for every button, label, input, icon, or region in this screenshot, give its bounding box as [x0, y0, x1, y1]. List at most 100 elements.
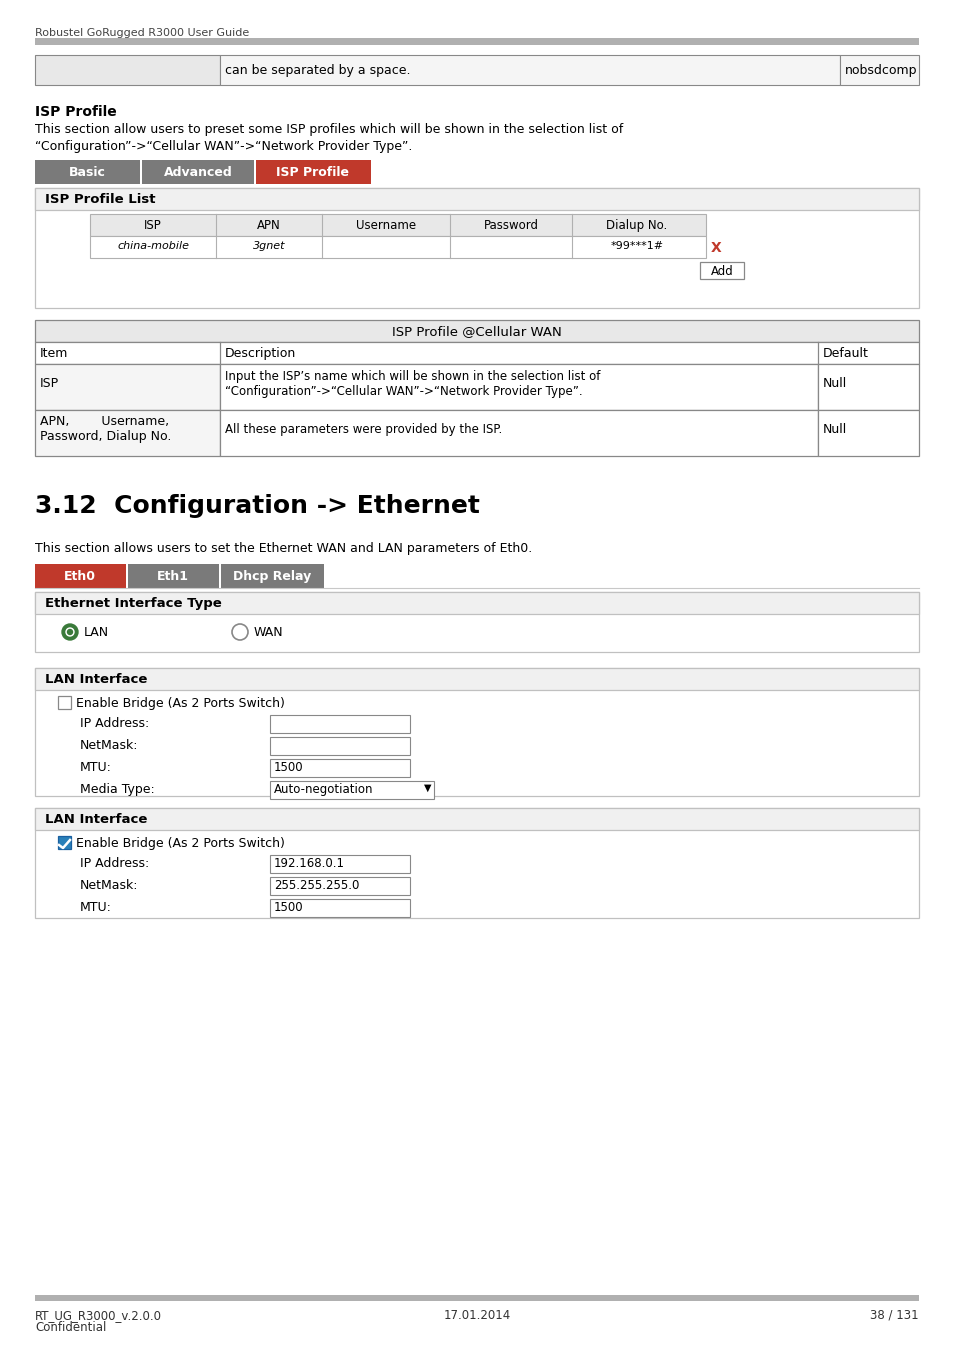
- Bar: [220, 410, 817, 456]
- Circle shape: [68, 629, 72, 634]
- Bar: [220, 55, 840, 85]
- Bar: [35, 55, 220, 85]
- Bar: [35, 668, 918, 796]
- Text: 38 / 131: 38 / 131: [869, 1310, 918, 1322]
- Bar: [35, 564, 126, 589]
- Text: Enable Bridge (As 2 Ports Switch): Enable Bridge (As 2 Ports Switch): [76, 837, 285, 850]
- Text: MTU:: MTU:: [80, 761, 112, 774]
- Text: WAN: WAN: [253, 626, 283, 639]
- Text: 3.12  Configuration -> Ethernet: 3.12 Configuration -> Ethernet: [35, 494, 479, 518]
- Text: Media Type:: Media Type:: [80, 783, 154, 796]
- Text: ISP Profile @Cellular WAN: ISP Profile @Cellular WAN: [392, 325, 561, 338]
- Text: 17.01.2014: 17.01.2014: [443, 1310, 510, 1322]
- Bar: [35, 320, 918, 342]
- Bar: [270, 716, 410, 733]
- Text: Null: Null: [822, 377, 846, 390]
- Bar: [35, 161, 140, 184]
- Text: 1500: 1500: [274, 761, 303, 774]
- Text: APN,        Username,: APN, Username,: [40, 414, 169, 428]
- Bar: [270, 855, 410, 873]
- Text: Enable Bridge (As 2 Ports Switch): Enable Bridge (As 2 Ports Switch): [76, 697, 285, 710]
- Bar: [35, 809, 918, 918]
- Text: X: X: [710, 242, 720, 255]
- Bar: [35, 38, 918, 45]
- Text: Username: Username: [355, 219, 416, 232]
- Text: This section allows users to set the Ethernet WAN and LAN parameters of Eth0.: This section allows users to set the Eth…: [35, 541, 532, 555]
- Text: Eth1: Eth1: [157, 570, 189, 583]
- Bar: [35, 188, 918, 308]
- Text: Eth0: Eth0: [64, 570, 96, 583]
- Bar: [90, 236, 705, 258]
- Bar: [35, 342, 918, 365]
- Text: MTU:: MTU:: [80, 900, 112, 914]
- Bar: [270, 737, 410, 755]
- Bar: [220, 364, 817, 410]
- Text: Item: Item: [40, 347, 69, 360]
- Text: ▼: ▼: [423, 783, 431, 792]
- Text: APN: APN: [257, 219, 280, 232]
- Bar: [35, 593, 918, 614]
- Text: Advanced: Advanced: [164, 166, 233, 180]
- Text: All these parameters were provided by the ISP.: All these parameters were provided by th…: [225, 423, 501, 436]
- Bar: [817, 410, 918, 456]
- Text: ISP Profile: ISP Profile: [35, 105, 116, 119]
- Text: ISP Profile List: ISP Profile List: [45, 193, 155, 207]
- Text: Input the ISP’s name which will be shown in the selection list of: Input the ISP’s name which will be shown…: [225, 370, 599, 383]
- Text: china-mobile: china-mobile: [117, 242, 189, 251]
- Text: 1500: 1500: [274, 900, 303, 914]
- Text: Description: Description: [225, 347, 296, 360]
- Text: Password: Password: [483, 219, 537, 232]
- Bar: [35, 593, 918, 652]
- Text: Confidential: Confidential: [35, 1322, 107, 1334]
- Bar: [35, 809, 918, 830]
- Bar: [270, 759, 410, 778]
- Bar: [90, 215, 705, 236]
- Bar: [35, 668, 918, 690]
- Text: NetMask:: NetMask:: [80, 738, 138, 752]
- Text: Auto-negotiation: Auto-negotiation: [274, 783, 374, 796]
- Text: 192.168.0.1: 192.168.0.1: [274, 857, 345, 869]
- Text: *99***1#: *99***1#: [610, 242, 663, 251]
- Text: “Configuration”->“Cellular WAN”->“Network Provider Type”.: “Configuration”->“Cellular WAN”->“Networ…: [35, 140, 412, 153]
- Text: “Configuration”->“Cellular WAN”->“Network Provider Type”.: “Configuration”->“Cellular WAN”->“Networ…: [225, 385, 582, 398]
- Text: Add: Add: [710, 265, 733, 278]
- Bar: [35, 410, 220, 456]
- Text: This section allow users to preset some ISP profiles which will be shown in the : This section allow users to preset some …: [35, 123, 622, 136]
- Text: LAN Interface: LAN Interface: [45, 674, 147, 686]
- Text: Dhcp Relay: Dhcp Relay: [233, 570, 311, 583]
- Text: Default: Default: [822, 347, 868, 360]
- Bar: [35, 364, 220, 410]
- Bar: [270, 899, 410, 917]
- Bar: [142, 161, 253, 184]
- Bar: [270, 782, 434, 799]
- Circle shape: [62, 624, 78, 640]
- Text: Basic: Basic: [69, 166, 106, 180]
- Text: nobsdcomp: nobsdcomp: [844, 63, 917, 77]
- Text: 3gnet: 3gnet: [253, 242, 285, 251]
- Bar: [58, 697, 71, 709]
- Bar: [58, 836, 71, 849]
- Bar: [817, 364, 918, 410]
- Text: Ethernet Interface Type: Ethernet Interface Type: [45, 597, 221, 610]
- Text: Robustel GoRugged R3000 User Guide: Robustel GoRugged R3000 User Guide: [35, 28, 249, 38]
- Text: ISP: ISP: [40, 377, 59, 390]
- Circle shape: [66, 628, 74, 636]
- Bar: [35, 188, 918, 211]
- Text: Null: Null: [822, 423, 846, 436]
- Text: LAN Interface: LAN Interface: [45, 813, 147, 826]
- Text: ISP Profile: ISP Profile: [276, 166, 349, 180]
- Bar: [128, 564, 219, 589]
- Text: Password, Dialup No.: Password, Dialup No.: [40, 431, 172, 443]
- Bar: [221, 564, 324, 589]
- Text: IP Address:: IP Address:: [80, 717, 149, 730]
- Text: can be separated by a space.: can be separated by a space.: [225, 63, 410, 77]
- Bar: [35, 1295, 918, 1301]
- Text: IP Address:: IP Address:: [80, 857, 149, 869]
- Text: NetMask:: NetMask:: [80, 879, 138, 892]
- Text: 255.255.255.0: 255.255.255.0: [274, 879, 359, 892]
- Bar: [700, 262, 743, 279]
- Text: Dialup No.: Dialup No.: [606, 219, 667, 232]
- Text: ISP: ISP: [144, 219, 162, 232]
- Bar: [270, 878, 410, 895]
- Text: LAN: LAN: [84, 626, 109, 639]
